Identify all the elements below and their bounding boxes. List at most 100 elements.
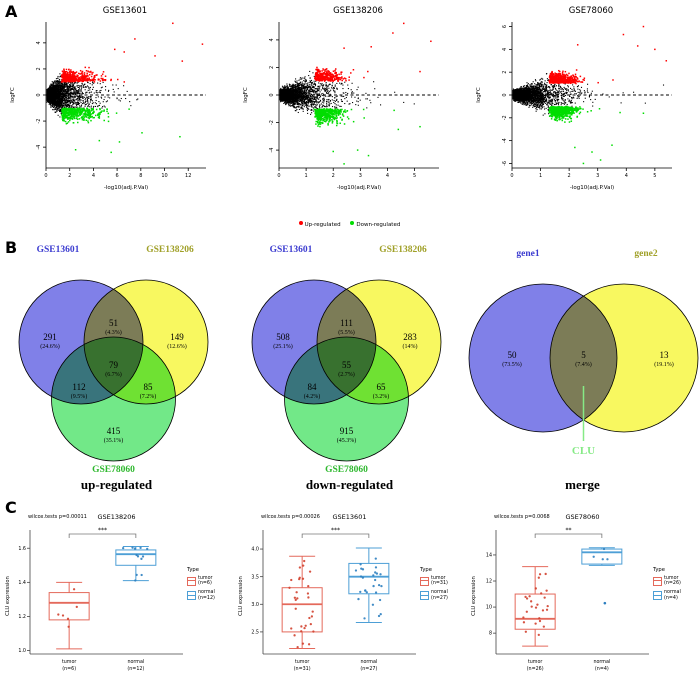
panel-b-label: B (5, 238, 18, 257)
venn-count-s23: 85 (144, 382, 154, 392)
x-tick-sublabel: (n=31) (294, 666, 311, 672)
venn-count-s13: 112 (72, 382, 85, 392)
box-tumor (48, 581, 90, 650)
y-tick-label: 12 (486, 579, 492, 585)
boxplot-gse78060: wilcox.tests p=0.0068 GSE78060 8 10 12 14 CL… (466, 502, 699, 685)
venn-count-s2: 13 (660, 350, 670, 360)
venn-count-s2: 283 (403, 332, 417, 342)
x-tick-sublabel: (n=4) (595, 666, 609, 672)
venn-percent-s12: (5.5%) (338, 329, 355, 336)
venn-set-label: GSE13601 (37, 245, 80, 255)
legend-sublabel: (n=26) (664, 581, 681, 587)
boxplot-chart: 2.5 3.0 3.5 4.0 CLU expression tumor(n=31) nor… (238, 527, 416, 672)
legend-entry-normal: normal (n=12) (187, 590, 215, 601)
x-tick-sublabel: (n=12) (127, 666, 144, 672)
wilcox-p-value: wilcox.tests p=0.0068 (494, 514, 550, 520)
x-tick-label: normal (593, 659, 610, 665)
venn-count-s123: 55 (342, 360, 352, 370)
venn-set-label: GSE138206 (379, 245, 427, 255)
y-tick-label: 4.0 (251, 547, 259, 553)
boxplot-chart: 1.0 1.2 1.4 1.6 CLU expression tumor(n=6) norm… (5, 527, 183, 672)
x-tick-label: tumor (62, 659, 77, 665)
legend-label: normal (431, 590, 448, 595)
venn-count-s3: 915 (340, 426, 354, 436)
venn-circle-gene2 (549, 283, 699, 433)
venn-caption: down-regulated (305, 477, 394, 492)
legend-label: tumor (664, 575, 679, 581)
plot-title: GSE78060 (565, 513, 600, 521)
box-normal (581, 547, 623, 605)
venn-percent-s123: (2.7%) (338, 371, 355, 378)
x-tick-sublabel: (n=6) (62, 666, 76, 672)
y-tick-label: 8 (489, 631, 492, 637)
boxplot-legend: Type tumor (n=31) normal (n=27) (420, 567, 448, 604)
venn-diagram: GSE13601 GSE138206 GSE78060 291(24.6%) 51(4.… (18, 245, 209, 475)
y-tick-label: 14 (486, 553, 492, 559)
venn-caption: merge (565, 477, 600, 492)
significance-stars: *** (98, 527, 107, 534)
venn-up-regulated: GSE13601 GSE138206 GSE78060 291 (24.6%) 51 (4.… (0, 236, 233, 498)
venn-count-s12: 5 (581, 350, 586, 360)
y-tick-label: 1.6 (18, 546, 26, 552)
venn-count-s2: 149 (170, 332, 184, 342)
box-normal (115, 546, 157, 582)
venn-caption: up-regulated (80, 477, 153, 492)
volcano-plot-gse78060: GSE78060 (466, 0, 699, 234)
wilcox-p-value: wilcox.tests p=0.00026 (261, 514, 320, 520)
up-regulated-label: Up-regulated (304, 222, 341, 228)
volcano-legend: Up-regulated Down-regulated (0, 221, 699, 228)
venn-set-label: GSE13601 (270, 245, 313, 255)
plot-title: GSE138206 (333, 6, 383, 16)
legend-sublabel: (n=27) (431, 595, 448, 601)
venn-count-s23: 65 (377, 382, 387, 392)
normal-box-icon (420, 591, 429, 601)
venn-circle-GSE78060 (284, 336, 409, 462)
venn-set-label: GSE78060 (92, 465, 135, 475)
volcano-canvas (0, 16, 233, 216)
boxplot-gse138206: wilcox.tests p=0.00011 GSE138206 1.0 1.2 1… (0, 502, 233, 685)
wilcox-p-value: wilcox.tests p=0.00011 (28, 514, 87, 520)
legend-entry-tumor: tumor (n=26) (653, 576, 681, 587)
panel-b: GSE13601 GSE138206 GSE78060 291 (24.6%) 51 (4.… (0, 236, 699, 498)
legend-entry-normal: normal (n=4) (653, 590, 681, 601)
venn-percent-s12: (7.4%) (575, 361, 592, 368)
box-tumor (514, 566, 556, 647)
venn-count-s3: 415 (107, 426, 121, 436)
venn-count-s1: 508 (276, 332, 290, 342)
y-tick-label: 3.0 (251, 602, 259, 608)
legend-title: Type (187, 567, 199, 573)
legend-label: normal (198, 590, 215, 595)
legend-title: Type (653, 567, 665, 573)
venn-set-label: GSE138206 (146, 245, 194, 255)
x-tick-label: tumor (528, 659, 543, 665)
y-tick-label: 2.5 (251, 630, 259, 636)
x-tick-label: normal (127, 659, 144, 665)
y-axis-label: CLU expression (5, 576, 11, 616)
venn-count-s1: 291 (43, 332, 57, 342)
clu-annotation: CLU (572, 445, 595, 457)
venn-set-label: GSE78060 (325, 465, 368, 475)
significance-bracket (68, 533, 137, 538)
x-tick-label: tumor (295, 659, 310, 665)
venn-count-s1: 50 (508, 350, 518, 360)
plot-title: GSE13601 (332, 513, 367, 521)
venn-percent-s1: (73.5%) (502, 361, 522, 368)
plot-title: GSE138206 (97, 513, 136, 521)
boxplot-legend: Type tumor (n=26) normal (n=4) (653, 567, 681, 604)
venn-percent-s123: (6.7%) (105, 371, 122, 378)
venn-percent-s23: (7.2%) (140, 393, 157, 400)
y-tick-label: 1.4 (18, 580, 26, 586)
legend-label: tumor (198, 575, 213, 581)
plot-title: GSE78060 (568, 6, 614, 16)
venn-count-s12: 111 (340, 318, 353, 328)
y-tick-label: 1.0 (18, 648, 26, 654)
volcano-canvas (233, 16, 466, 216)
legend-entry-tumor: tumor (n=6) (187, 576, 215, 587)
significance-bracket (534, 533, 603, 538)
venn-percent-s2: (12.6%) (167, 343, 187, 350)
significance-bracket (301, 533, 370, 538)
y-tick-label: 1.2 (18, 614, 26, 620)
venn-percent-s13: (9.5%) (71, 393, 88, 400)
venn-percent-s3: (45.3%) (337, 437, 357, 444)
venn-set-label: gene1 (516, 249, 539, 259)
